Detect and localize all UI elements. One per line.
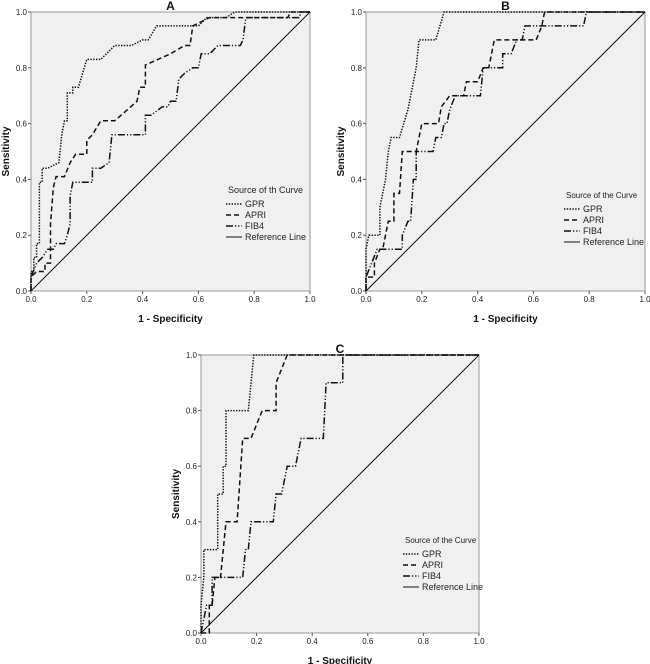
legend-label: FIB4 — [583, 226, 602, 236]
x-axis-label: 1 - Specificity — [138, 314, 203, 325]
chart-panel-b: B 0.0 0.2 0.4 0.6 0.8 1.0 0.0 0.2 0.4 0.6 0.8 1.0 1 -… — [336, 0, 650, 325]
legend-label: Reference Line — [245, 232, 306, 242]
legend-label: APRI — [245, 210, 266, 220]
x-tick-label: 1.0 — [639, 295, 650, 304]
y-tick-label: 0.2 — [186, 573, 198, 582]
legend-label: Reference Line — [422, 582, 483, 592]
x-tick-label: 1.0 — [304, 295, 316, 304]
x-tick-label: 0.2 — [251, 637, 263, 646]
y-tick-label: 0.0 — [186, 629, 198, 638]
series-line-fib4 — [200, 354, 479, 634]
x-tick-label: 0.4 — [472, 295, 484, 304]
x-tick-label: 0.4 — [307, 637, 319, 646]
y-tick-label: 0.6 — [16, 120, 28, 129]
y-tick-label: 0.2 — [16, 231, 28, 240]
series-line-fib4 — [30, 11, 310, 291]
y-tick-label: 0.8 — [16, 64, 28, 73]
y-tick-label: 0.4 — [186, 518, 198, 527]
legend-label: FIB4 — [422, 571, 441, 581]
legend-label: FIB4 — [245, 221, 264, 231]
x-tick-label: 0.8 — [584, 295, 596, 304]
y-tick-label: 0.0 — [16, 287, 28, 296]
x-tick-label: 0.8 — [249, 295, 261, 304]
y-tick-label: 0.4 — [16, 175, 28, 184]
y-tick-label: 0.8 — [351, 64, 363, 73]
legend-label: APRI — [422, 560, 443, 570]
y-axis-label: Sensitivity — [1, 126, 12, 176]
x-tick-label: 0.8 — [418, 637, 430, 646]
legend-label: APRI — [583, 215, 604, 225]
y-tick-label: 0.8 — [186, 407, 198, 416]
y-tick-label: 1.0 — [351, 8, 363, 17]
x-tick-label: 0.0 — [25, 295, 37, 304]
x-tick-label: 0.2 — [416, 295, 428, 304]
x-tick-label: 1.0 — [473, 637, 485, 646]
x-axis-label: 1 - Specificity — [473, 314, 538, 325]
series-line-reference-line — [30, 11, 311, 292]
legend-label: GPR — [422, 549, 442, 559]
series-line-gpr — [365, 11, 645, 291]
chart-panel-a: A 0.0 0.2 0.4 0.6 0.8 1.0 0.0 0.2 0.4 0.6 0.8 1.0 1 -… — [1, 0, 316, 325]
legend-title: Source of th Curve — [228, 185, 303, 195]
y-tick-label: 1.0 — [186, 351, 198, 360]
legend-label: Reference Line — [583, 237, 644, 247]
legend: Source of the Curve GPRAPRIFIB4Reference … — [403, 536, 483, 592]
x-tick-label: 0.6 — [193, 295, 205, 304]
legend-title: Source of the Curve — [566, 191, 638, 200]
x-tick-label: 0.0 — [195, 637, 207, 646]
legend: Source of the Curve GPRAPRIFIB4Reference … — [564, 191, 644, 247]
y-tick-label: 0.2 — [351, 231, 363, 240]
chart-title: B — [501, 0, 510, 13]
series-line-reference-line — [200, 354, 480, 634]
x-tick-label: 0.6 — [362, 637, 374, 646]
y-tick-label: 0.0 — [351, 287, 363, 296]
y-tick-label: 0.6 — [186, 462, 198, 471]
x-tick-label: 0.6 — [528, 295, 540, 304]
x-tick-label: 0.0 — [360, 295, 372, 304]
y-axis-label: Sensitivity — [336, 126, 347, 176]
y-tick-label: 1.0 — [16, 8, 28, 17]
x-tick-label: 0.4 — [137, 295, 149, 304]
y-tick-label: 0.4 — [351, 175, 363, 184]
legend-label: GPR — [583, 204, 603, 214]
y-axis-label: Sensitivity — [171, 469, 182, 519]
series-line-reference-line — [365, 11, 646, 292]
legend-label: GPR — [245, 199, 265, 209]
y-tick-label: 0.6 — [351, 120, 363, 129]
series-line-fib4 — [365, 11, 645, 291]
series-line-apri — [30, 11, 310, 291]
x-tick-label: 0.2 — [81, 295, 93, 304]
chart-title: A — [166, 0, 175, 13]
series-line-gpr — [30, 11, 310, 291]
x-axis-label: 1 - Specificity — [308, 656, 373, 664]
legend-title: Source of the Curve — [405, 536, 477, 545]
chart-panel-c: C 0.0 0.2 0.4 0.6 0.8 1.0 0.0 0.2 0.4 0.6 0.8 1.0 1 -… — [171, 342, 485, 664]
series-line-gpr — [200, 354, 479, 633]
chart-title: C — [336, 342, 345, 356]
